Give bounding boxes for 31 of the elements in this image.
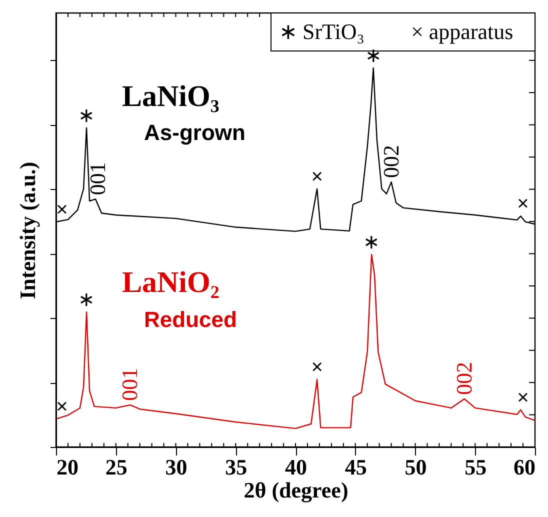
x-tick-label: 20 — [56, 454, 78, 480]
annotation: ∗ — [364, 44, 382, 67]
y-axis-title: Intensity (a.u.) — [15, 162, 40, 300]
annotation: ∗ — [78, 104, 96, 127]
x-tick-label: 45 — [344, 454, 367, 480]
x-tick-label: 30 — [165, 454, 188, 480]
annotation: Reduced — [144, 307, 237, 332]
annotation: 002 — [378, 145, 404, 178]
annotation: 001 — [84, 162, 110, 196]
annotation: ∗ — [78, 289, 96, 312]
series-label: LaNiO₃ — [122, 80, 220, 113]
annotation: × — [517, 193, 529, 216]
annotation: 002 — [451, 362, 476, 395]
annotation: 001 — [117, 368, 142, 401]
x-tick-label: 50 — [404, 454, 427, 480]
annotation: × — [56, 396, 68, 418]
x-axis-title: 2θ (degree) — [244, 478, 348, 502]
x-tick-label: 55 — [464, 454, 487, 480]
x-tick-label: 25 — [105, 454, 128, 480]
annotation: × — [311, 356, 323, 379]
annotation: As-grown — [144, 120, 246, 145]
annotation: × — [56, 198, 68, 221]
x-tick-label: 40 — [285, 454, 307, 480]
annotation: × — [311, 166, 323, 188]
text: ∗ SrTiO₃ — [279, 19, 364, 44]
series-label: LaNiO₂ — [122, 266, 220, 299]
x-tick-label: 35 — [225, 454, 248, 480]
annotation: × — [517, 386, 529, 409]
x-tick-label: 60 — [514, 454, 536, 480]
text: × apparatus — [411, 19, 514, 44]
annotation: ∗ — [363, 231, 380, 254]
